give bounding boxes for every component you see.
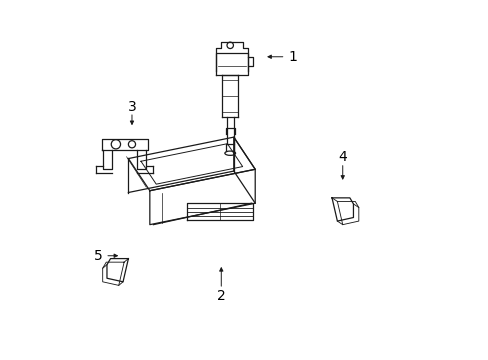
- Text: 2: 2: [217, 289, 225, 303]
- Text: 4: 4: [338, 150, 346, 164]
- Text: 5: 5: [94, 249, 103, 263]
- Text: 1: 1: [288, 50, 297, 64]
- Text: 3: 3: [127, 100, 136, 114]
